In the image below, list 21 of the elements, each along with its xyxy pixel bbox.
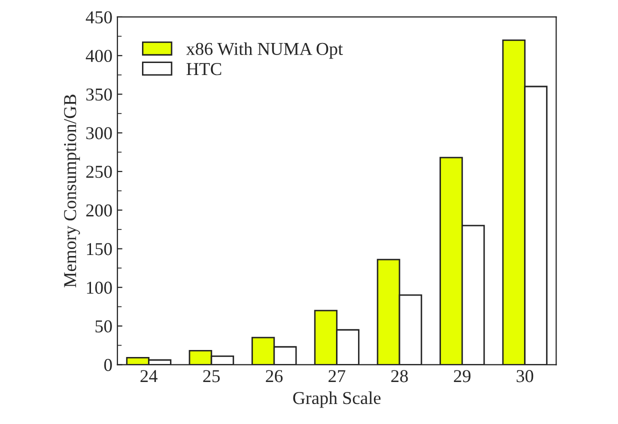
y-tick-label: 350 <box>86 88 112 101</box>
y-tick-label: 0 <box>104 358 112 372</box>
x-tick-label: 26 <box>266 370 283 382</box>
y-tick-label: 100 <box>87 282 112 294</box>
x-tick-label: 25 <box>203 370 220 382</box>
x-tick-label: 29 <box>454 370 470 382</box>
y-tick-label: 450 <box>86 11 112 24</box>
x-tick-label: 27 <box>328 370 346 382</box>
y-tick-label: 200 <box>86 204 112 217</box>
y-tick-label: 300 <box>86 127 112 140</box>
y-tick-label: 250 <box>86 166 112 178</box>
x-tick-label: 24 <box>140 370 158 382</box>
x-axis-title: Graph Scale <box>293 391 381 408</box>
x-tick-label: 28 <box>391 370 408 382</box>
y-tick-label: 50 <box>96 320 112 332</box>
y-tick-label: 400 <box>86 50 112 62</box>
legend-label: HTC <box>186 63 222 76</box>
x-tick-label: 30 <box>516 370 534 382</box>
y-axis-title: Memory Consumption/GB <box>64 94 80 288</box>
y-tick-label: 150 <box>87 243 112 256</box>
legend-label: x86 With NUMA Opt <box>186 42 343 59</box>
